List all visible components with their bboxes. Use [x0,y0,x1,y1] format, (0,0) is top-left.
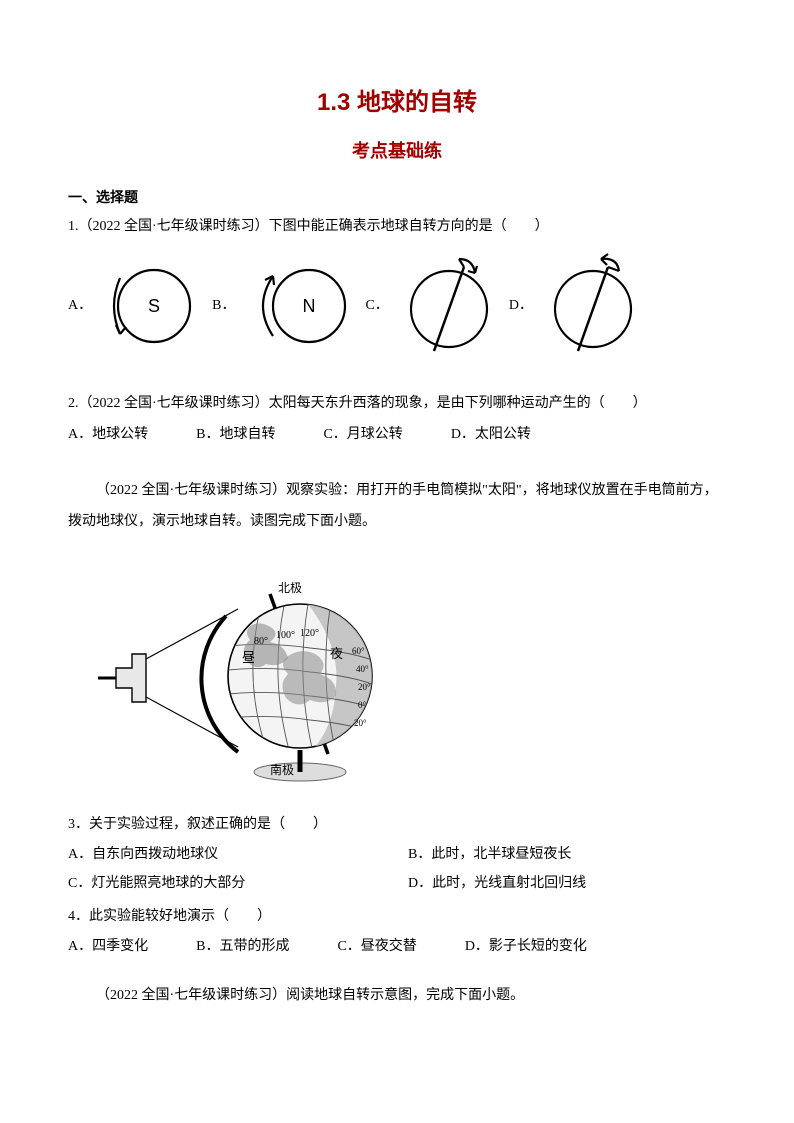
q2-options: A．地球公转 B．地球自转 C．月球公转 D．太阳公转 [68,422,726,449]
svg-text:0°: 0° [358,700,367,710]
q1-label-c: C． [365,293,388,320]
q1-stem: 1.（2022 全国·七年级课时练习）下图中能正确表示地球自转方向的是（ ） [68,214,726,241]
q2-stem: 2.（2022 全国·七年级课时练习）太阳每天东升西落的现象，是由下列哪种运动产… [68,391,726,418]
svg-text:南极: 南极 [270,762,294,777]
q3-stem: 3．关于实验过程，叙述正确的是（ ） [68,812,726,839]
svg-text:S: S [148,296,160,316]
q3-options-row1: A．自东向西拨动地球仪 B．此时，北半球昼短夜长 [68,842,726,869]
svg-text:20°: 20° [358,682,371,692]
q3-options-row2: C．灯光能照亮地球的大部分 D．此时，光线直射北回归线 [68,871,726,898]
q2-opt-d: D．太阳公转 [451,422,531,449]
svg-text:60°: 60° [352,646,365,656]
q4-stem: 4．此实验能较好地演示（ ） [68,904,726,931]
q4-opt-d: D．影子长短的变化 [465,934,587,961]
svg-text:20°: 20° [354,718,367,728]
q4-options: A．四季变化 B．五带的形成 C．昼夜交替 D．影子长短的变化 [68,934,726,961]
svg-text:昼: 昼 [242,650,255,665]
svg-text:夜: 夜 [330,646,343,661]
q1-diagram-b: N [245,256,355,356]
q4-opt-a: A．四季变化 [68,934,148,961]
q1-label-b: B． [212,293,235,320]
context-q5: （2022 全国·七年级课时练习）阅读地球自转示意图，完成下面小题。 [68,981,726,1012]
q2-opt-c: C．月球公转 [323,422,402,449]
q1-figures: A． S B． N C． D． [68,251,726,361]
q3-opt-c: C．灯光能照亮地球的大部分 [68,871,288,898]
sub-title: 考点基础练 [68,134,726,168]
q4-opt-c: C．昼夜交替 [337,934,416,961]
q1-diagram-c [399,251,499,361]
section-heading: 一、选择题 [68,184,726,211]
q1-label-a: A． [68,293,92,320]
q1-diagram-a: S [102,256,202,356]
svg-text:80°: 80° [254,636,268,647]
svg-text:120°: 120° [300,628,319,639]
globe-figure: 80° 100° 120° 60° 40° 20° 0° 20° 昼 夜 北极 … [88,554,726,794]
main-title: 1.3 地球的自转 [68,80,726,126]
q1-label-d: D． [509,293,533,320]
q2-opt-b: B．地球自转 [196,422,275,449]
context-q3q4: （2022 全国·七年级课时练习）观察实验：用打开的手电筒模拟"太阳"，将地球仪… [68,476,726,538]
q3-opt-a: A．自东向西拨动地球仪 [68,842,288,869]
q2-opt-a: A．地球公转 [68,422,148,449]
svg-text:N: N [303,296,316,316]
svg-text:40°: 40° [356,664,369,674]
q3-opt-d: D．此时，光线直射北回归线 [408,871,586,898]
svg-text:100°: 100° [276,630,295,641]
q4-opt-b: B．五带的形成 [196,934,289,961]
svg-text:北极: 北极 [278,581,302,595]
q1-diagram-d [543,251,643,361]
q3-opt-b: B．此时，北半球昼短夜长 [408,842,571,869]
